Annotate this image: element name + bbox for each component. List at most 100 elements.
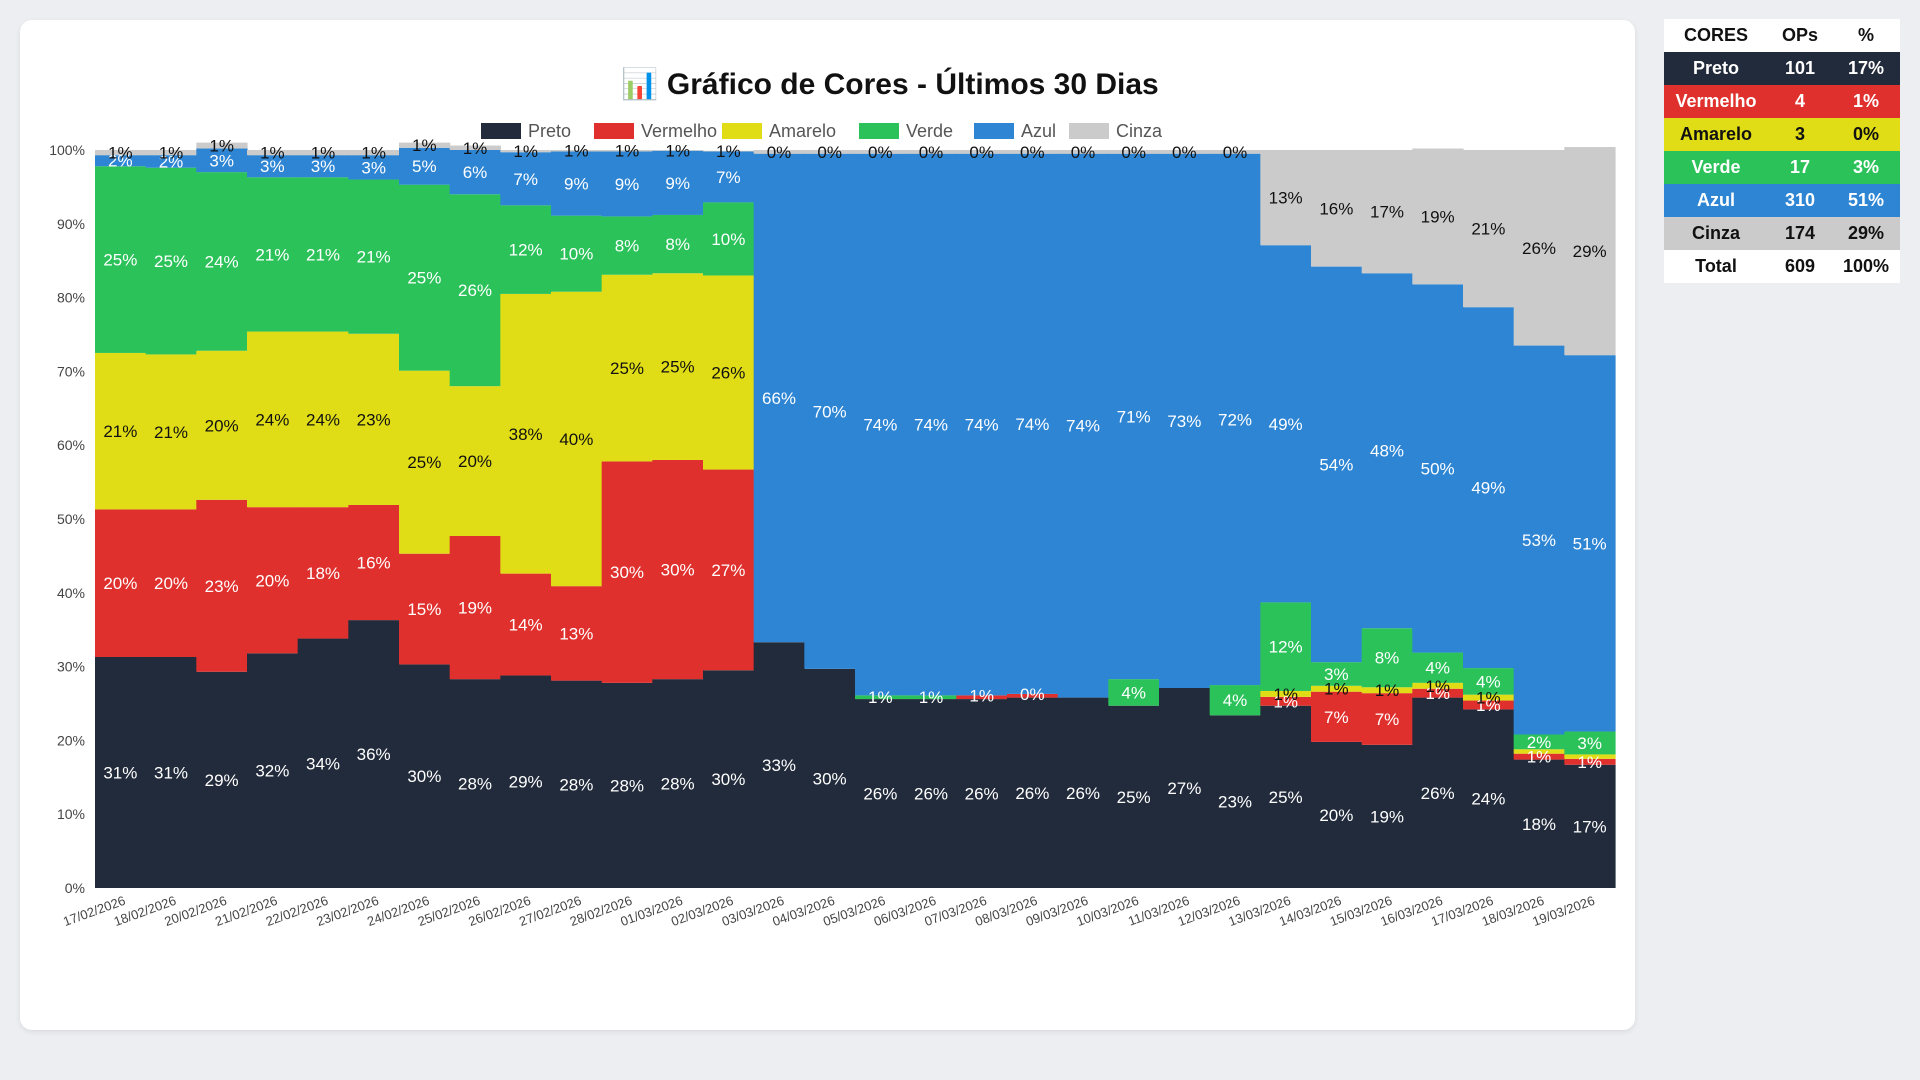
bar-cinza-3: [196, 142, 248, 149]
label-azul-20: 74%: [1066, 417, 1100, 436]
summary-cell-ops: 4: [1794, 91, 1805, 111]
label-azul-30: 51%: [1573, 534, 1607, 553]
label-amarelo-26: 1%: [1375, 681, 1400, 700]
bar-amarelo-9: [500, 293, 552, 574]
bar-vermelho-26: [1361, 693, 1413, 745]
bar-cinza-24: [1260, 150, 1312, 246]
label-cinza-13: 1%: [716, 142, 741, 161]
bar-verde-24: [1260, 602, 1312, 691]
bar-cinza-23: [1209, 150, 1261, 154]
label-azul-9: 7%: [513, 170, 538, 189]
bar-amarelo-7: [399, 370, 451, 554]
label-preto-17: 26%: [914, 785, 948, 804]
summary-cell-name: Azul: [1697, 190, 1735, 210]
summary-cell-pct: 51%: [1847, 190, 1885, 210]
label-preto-21: 25%: [1117, 788, 1151, 807]
bar-amarelo-2: [145, 354, 197, 510]
bar-verde-10: [551, 215, 603, 292]
label-preto-4: 32%: [255, 762, 289, 781]
bar-amarelo-29: [1513, 749, 1565, 754]
label-preto-2: 31%: [154, 764, 188, 783]
bar-preto-6: [348, 620, 400, 888]
bar-amarelo-28: [1463, 694, 1515, 701]
bar-cinza-22: [1159, 150, 1211, 154]
label-amarelo-2: 21%: [154, 423, 188, 442]
label-preto-6: 36%: [357, 745, 391, 764]
bar-azul-23: [1209, 153, 1261, 686]
bar-preto-21: [1108, 705, 1160, 888]
bar-azul-25: [1311, 266, 1363, 663]
bar-cinza-19: [1007, 150, 1059, 154]
summary-cell-name: Verde: [1691, 157, 1741, 177]
bar-preto-25: [1311, 741, 1363, 888]
bar-azul-12: [652, 150, 704, 215]
label-cinza-10: 1%: [564, 142, 589, 161]
summary-table: CORES OPs % Preto 101 17% Vermelho 4 1% Amarel…: [1664, 19, 1900, 283]
label-preto-16: 26%: [863, 785, 897, 804]
label-preto-13: 30%: [711, 770, 745, 789]
label-verde-11: 8%: [615, 237, 640, 256]
bar-amarelo-10: [551, 291, 603, 587]
summary-cell-ops: 101: [1784, 58, 1816, 78]
legend-swatch-verde: [859, 123, 899, 139]
summary-row-amarelo: Amarelo 3 0%: [1664, 118, 1900, 151]
legend-label-vermelho: Vermelho: [641, 121, 717, 141]
bar-amarelo-8: [449, 386, 501, 536]
summary-row-azul: Azul 310 51%: [1664, 184, 1900, 217]
bar-vermelho-27: [1412, 688, 1464, 698]
label-amarelo-27: 1%: [1425, 677, 1450, 696]
label-vermelho-28: 1%: [1476, 696, 1501, 715]
label-azul-6: 3%: [361, 158, 386, 177]
label-vermelho-8: 19%: [458, 599, 492, 618]
label-preto-12: 28%: [661, 775, 695, 794]
bar-azul-15: [804, 153, 856, 669]
label-amarelo-8: 20%: [458, 452, 492, 471]
summary-cell-ops: 310: [1784, 190, 1816, 210]
header-cores: CORES: [1664, 19, 1768, 52]
summary-cell-pct: 100%: [1842, 256, 1890, 276]
bar-preto-10: [551, 680, 603, 888]
label-verde-26: 8%: [1375, 649, 1400, 668]
bar-azul-20: [1057, 153, 1109, 698]
bar-amarelo-1: [95, 352, 147, 510]
label-verde-2: 25%: [154, 252, 188, 271]
bar-verde-26: [1361, 628, 1413, 688]
summary-cell-name: Amarelo: [1679, 124, 1753, 144]
summary-cell-ops: 3: [1794, 124, 1805, 144]
label-amarelo-1: 21%: [103, 422, 137, 441]
label-amarelo-25: 1%: [1324, 680, 1349, 699]
label-amarelo-24: 1%: [1273, 685, 1298, 704]
summary-row-verde: Verde 17 3%: [1664, 151, 1900, 184]
summary-cell-name: Vermelho: [1675, 91, 1757, 111]
label-azul-29: 53%: [1522, 531, 1556, 550]
label-preto-22: 27%: [1167, 779, 1201, 798]
bar-vermelho-25: [1311, 691, 1363, 742]
label-verde-3: 24%: [205, 252, 239, 271]
bar-vermelho-6: [348, 504, 400, 621]
label-azul-12: 9%: [665, 174, 690, 193]
label-verde-17: 1%: [919, 688, 944, 707]
bar-azul-17: [905, 153, 957, 696]
bar-amarelo-3: [196, 350, 248, 500]
label-cinza-6: 1%: [361, 144, 386, 163]
label-preto-24: 25%: [1269, 788, 1303, 807]
label-azul-17: 74%: [914, 416, 948, 435]
label-azul-25: 54%: [1319, 455, 1353, 474]
bar-azul-18: [956, 153, 1008, 696]
label-verde-18: 1%: [969, 686, 994, 705]
label-preto-14: 33%: [762, 756, 796, 775]
label-cinza-27: 19%: [1421, 207, 1455, 226]
label-azul-22: 73%: [1167, 412, 1201, 431]
bar-cinza-21: [1108, 150, 1160, 154]
chart-title: 📊 Gráfico de Cores - Últimos 30 Dias: [621, 66, 1159, 101]
bar-azul-2: [145, 155, 197, 168]
label-azul-4: 3%: [260, 157, 285, 176]
label-cinza-9: 1%: [513, 142, 538, 161]
label-azul-3: 3%: [209, 151, 234, 170]
bar-preto-20: [1057, 697, 1109, 888]
legend-label-amarelo: Amarelo: [769, 121, 836, 141]
bar-cinza-9: [500, 150, 552, 153]
y-tick-label: 20%: [57, 732, 85, 748]
bar-verde-1: [95, 166, 147, 353]
bar-vermelho-5: [297, 507, 349, 639]
